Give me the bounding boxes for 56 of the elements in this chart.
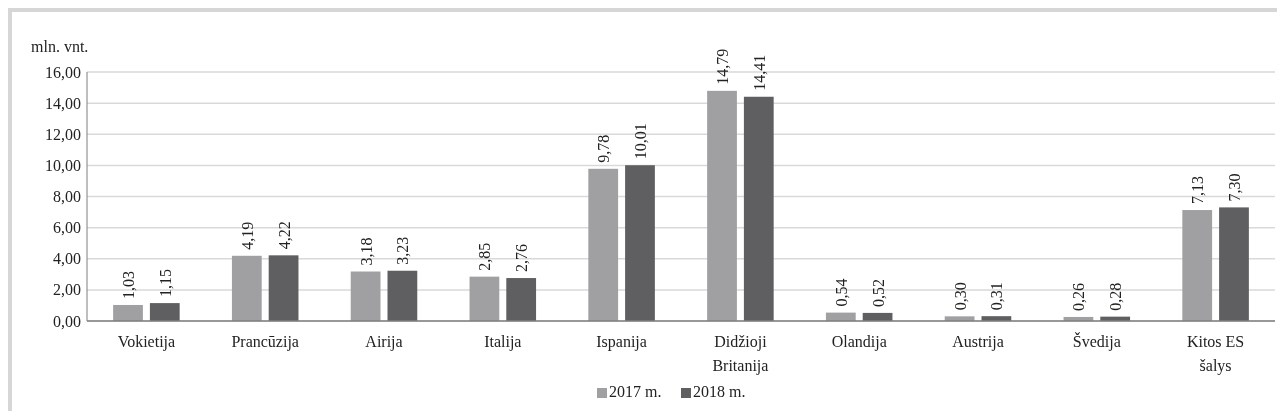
bar	[231, 255, 262, 321]
bar	[1182, 210, 1213, 321]
legend-label: 2018 m.	[693, 383, 746, 400]
y-tick-label: 16,00	[45, 63, 81, 81]
data-label: 3,18	[357, 237, 375, 266]
y-axis-title: mln. vnt.	[31, 38, 89, 55]
x-tick-label: Italija	[484, 333, 522, 351]
bar	[268, 255, 299, 321]
bar	[1219, 207, 1249, 321]
data-label: 14,79	[714, 48, 732, 85]
bar	[149, 303, 180, 321]
data-label: 10,01	[631, 123, 649, 160]
y-tick-label: 2,00	[53, 281, 81, 299]
y-tick-label: 0,00	[53, 312, 81, 330]
data-label: 0,31	[988, 282, 1006, 311]
x-tick-label: Didžioji Britanija	[712, 333, 769, 375]
data-label: 7,30	[1225, 173, 1243, 202]
data-label: 2,85	[476, 242, 494, 271]
x-tick-label: Švedija	[1072, 332, 1121, 351]
data-label: 4,22	[275, 221, 293, 250]
y-tick-label: 4,00	[53, 250, 81, 268]
data-label: 1,15	[156, 269, 174, 298]
x-tick-label: Airija	[365, 333, 403, 351]
x-tick-label: Ispanija	[596, 333, 647, 351]
bar	[113, 304, 143, 321]
data-label: 1,03	[120, 270, 138, 299]
bar	[469, 276, 500, 321]
x-tick-label: Kitos ES šalys	[1186, 333, 1245, 375]
y-tick-label: 6,00	[53, 219, 81, 237]
data-label: 9,78	[595, 134, 613, 163]
y-tick-label: 8,00	[53, 188, 81, 206]
data-label: 0,54	[832, 278, 850, 307]
data-label: 14,41	[750, 54, 768, 91]
legend-label: 2017 m.	[609, 383, 662, 400]
y-tick-label: 12,00	[45, 125, 81, 143]
data-label: 7,13	[1189, 176, 1207, 205]
data-label: 4,19	[238, 221, 256, 250]
data-label: 0,28	[1107, 282, 1125, 311]
data-label: 0,52	[869, 278, 887, 307]
bar	[743, 96, 774, 321]
x-tick-label: Austrija	[952, 333, 1004, 351]
y-tick-label: 14,00	[45, 94, 81, 112]
x-tick-label: Prancūzija	[231, 333, 299, 351]
x-tick-label: Vokietija	[117, 333, 176, 351]
data-label: 2,76	[513, 244, 531, 273]
bar	[350, 271, 381, 321]
y-tick-label: 10,00	[45, 156, 81, 174]
bar	[506, 278, 537, 321]
bar	[387, 270, 418, 321]
data-label: 0,30	[951, 282, 969, 311]
data-label: 0,26	[1070, 282, 1088, 311]
bar	[625, 165, 655, 321]
bar	[707, 90, 737, 321]
bar	[588, 168, 619, 321]
data-label: 3,23	[394, 236, 412, 265]
x-tick-label: Olandija	[831, 333, 887, 351]
